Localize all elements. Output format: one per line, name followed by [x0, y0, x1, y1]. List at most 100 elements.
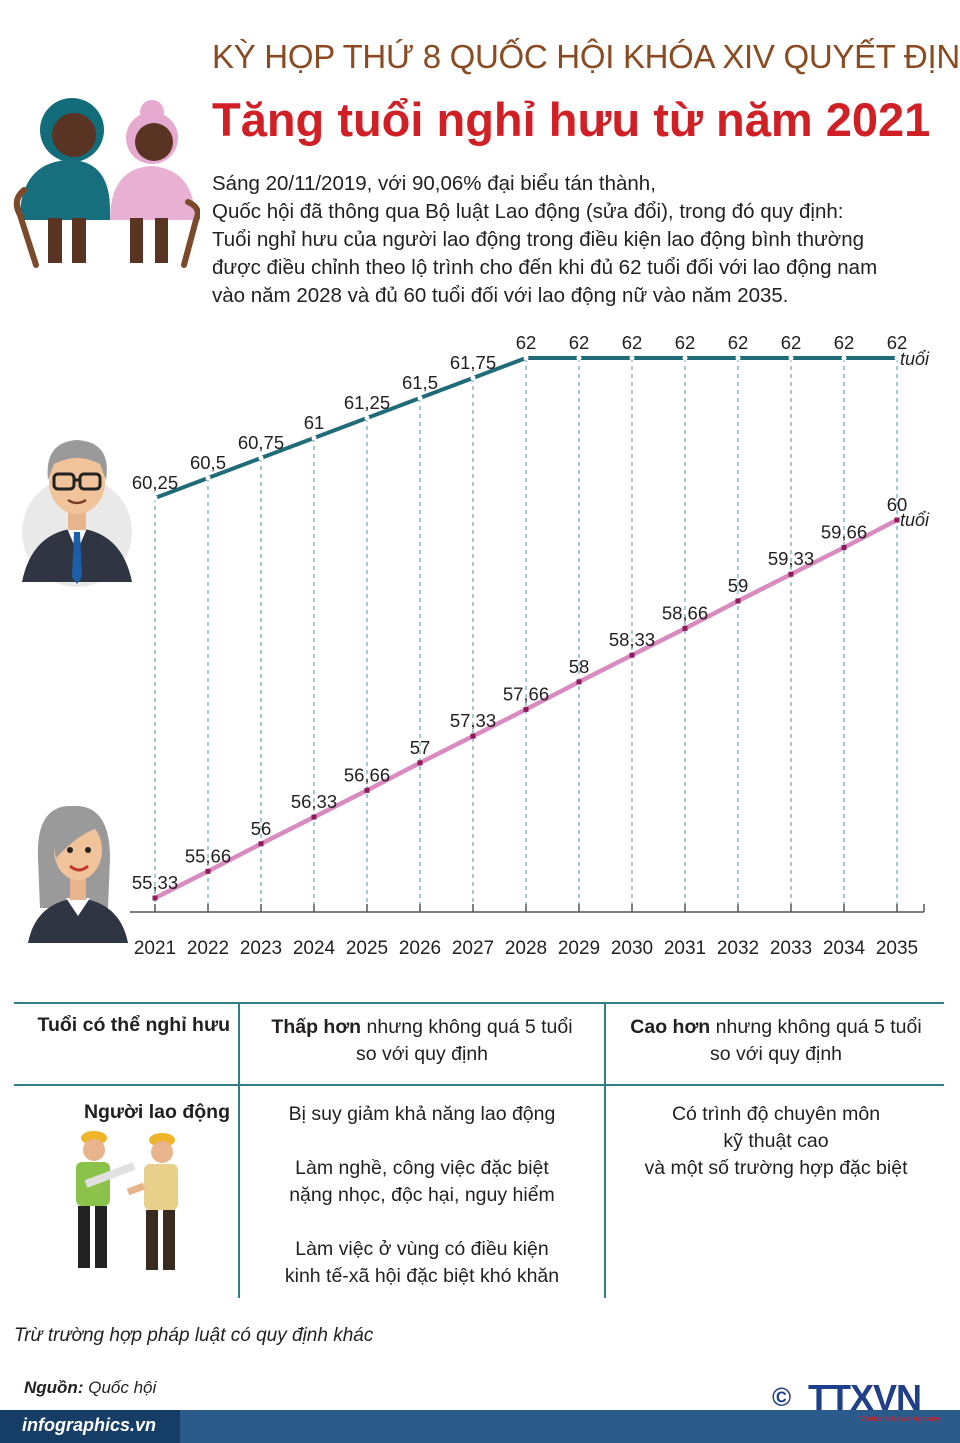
- male-data-label: 62: [675, 332, 696, 353]
- table-top-border: [14, 1002, 944, 1004]
- criteria-item: kinh tế-xã hội đặc biệt khó khăn: [284, 1265, 560, 1287]
- lower-label-rest: nhưng không quá 5 tuổi: [361, 1016, 573, 1038]
- female-data-label: 56: [251, 818, 272, 839]
- female-data-label: 58,66: [662, 602, 708, 623]
- male-data-point: [894, 355, 900, 361]
- criteria-item: Có trình độ chuyên môn: [671, 1103, 881, 1125]
- male-data-label: 62: [781, 332, 802, 353]
- male-data-point: [735, 355, 741, 361]
- x-tick-label: 2024: [293, 938, 336, 959]
- male-data-label: 62: [516, 332, 537, 353]
- male-data-point: [258, 455, 264, 461]
- intro-line: Quốc hội đã thông qua Bộ luật Lao động (…: [212, 200, 844, 223]
- unit-label-male: tuổi: [900, 349, 930, 369]
- footnote: Trừ trường hợp pháp luật có quy định khá…: [14, 1325, 374, 1346]
- female-data-label: 56,33: [291, 791, 337, 812]
- male-data-label: 61,25: [344, 392, 390, 413]
- chart-gridlines: [154, 358, 898, 912]
- criteria-item: Làm việc ở vùng có điều kiện: [295, 1238, 549, 1260]
- female-data-point: [629, 652, 635, 658]
- intro-line: vào năm 2028 và đủ 60 tuổi đối với lao đ…: [212, 284, 789, 307]
- criteria-item: kỹ thuật cao: [723, 1130, 829, 1152]
- male-data-label: 61: [304, 412, 325, 433]
- male-data-label: 62: [569, 332, 590, 353]
- male-data-point: [576, 355, 582, 361]
- table-mid-border: [14, 1084, 944, 1086]
- male-data-label: 61,5: [402, 372, 438, 393]
- intro-paragraph: Sáng 20/11/2019, với 90,06% đại biểu tán…: [212, 170, 952, 310]
- x-tick-label: 2028: [505, 938, 547, 959]
- female-data-point: [682, 625, 688, 631]
- table-header-higher: Cao hơn nhưng không quá 5 tuổi so với qu…: [608, 1014, 944, 1068]
- female-data-point: [417, 760, 423, 766]
- male-data-point: [205, 475, 211, 481]
- female-data-label: 60: [887, 494, 908, 515]
- table-header-lower: Thấp hơn nhưng không quá 5 tuổi so với q…: [242, 1014, 602, 1068]
- elderly-couple-illustration: [13, 98, 200, 268]
- female-data-label: 58: [569, 656, 590, 677]
- table-col-divider: [238, 1002, 240, 1298]
- intro-line: được điều chỉnh theo lộ trình cho đến kh…: [212, 256, 878, 279]
- female-data-point: [576, 679, 582, 685]
- female-data-label: 55,33: [132, 872, 178, 893]
- footer-tab: [0, 1410, 180, 1443]
- male-data-label: 62: [834, 332, 855, 353]
- female-data-point: [735, 598, 741, 604]
- x-tick-label: 2025: [346, 938, 388, 959]
- x-tick-label: 2033: [770, 938, 812, 959]
- higher-label-rest: nhưng không quá 5 tuổi: [710, 1016, 922, 1038]
- female-data-point: [364, 787, 370, 793]
- female-data-point: [523, 706, 529, 712]
- x-tick-label: 2029: [558, 938, 600, 959]
- female-data-label: 59,33: [768, 548, 814, 569]
- table-col-divider: [604, 1002, 606, 1298]
- male-data-label: 62: [887, 332, 908, 353]
- male-data-label: 60,25: [132, 472, 178, 493]
- x-tick-label: 2026: [399, 938, 441, 959]
- female-data-point: [152, 895, 158, 901]
- male-worker-avatar: [22, 440, 132, 587]
- female-data-label: 57,33: [450, 710, 496, 731]
- male-data-point: [364, 415, 370, 421]
- copyright-symbol: ©: [772, 1382, 791, 1412]
- female-data-label: 55,66: [185, 845, 231, 866]
- male-data-point: [788, 355, 794, 361]
- female-data-label: 57,66: [503, 683, 549, 704]
- male-data-label: 62: [728, 332, 749, 353]
- table-row-label: Người lao động: [83, 1101, 230, 1123]
- logo-subtitle: Vietnam News Agency: [860, 1414, 940, 1423]
- footer-site[interactable]: infographics.vn: [22, 1415, 157, 1435]
- x-tick-label: 2035: [876, 938, 918, 959]
- female-data-point: [841, 545, 847, 551]
- female-data-point: [788, 571, 794, 577]
- female-data-label: 59: [728, 575, 749, 596]
- female-data-label: 57: [410, 737, 431, 758]
- page-title: Tăng tuổi nghỉ hưu từ năm 2021: [212, 93, 931, 146]
- male-data-label: 60,5: [190, 452, 226, 473]
- x-tick-label: 2023: [240, 938, 282, 959]
- criteria-item: Bị suy giảm khả năng lao động: [288, 1103, 556, 1125]
- x-tick-label: 2027: [452, 938, 494, 959]
- x-tick-label: 2032: [717, 938, 759, 959]
- male-data-point: [152, 495, 158, 501]
- male-data-point: [311, 435, 317, 441]
- series-points: [152, 355, 900, 901]
- male-data-point: [523, 355, 529, 361]
- higher-label-bold: Cao hơn: [630, 1016, 711, 1038]
- female-data-point: [311, 814, 317, 820]
- male-series-line: [154, 356, 897, 500]
- ttxvn-logo: © TTXVN Vietnam News Agency: [772, 1377, 940, 1423]
- x-tick-label: 2030: [611, 938, 653, 959]
- x-tick-label: 2021: [134, 938, 176, 959]
- lower-criteria-list: Bị suy giảm khả năng lao động Làm nghề, …: [242, 1101, 602, 1290]
- lower-label-line2: so với quy định: [355, 1043, 489, 1065]
- male-data-label: 60,75: [238, 432, 284, 453]
- headline-kicker: KỲ HỌP THỨ 8 QUỐC HỘI KHÓA XIV QUYẾT ĐỊN…: [212, 38, 960, 75]
- male-data-point: [417, 395, 423, 401]
- logo-name: TTXVN: [808, 1377, 921, 1418]
- source-label: Nguồn:: [24, 1378, 84, 1397]
- male-data-point: [470, 375, 476, 381]
- x-tick-label: 2034: [823, 938, 866, 959]
- male-data-point: [841, 355, 847, 361]
- female-data-point: [258, 841, 264, 847]
